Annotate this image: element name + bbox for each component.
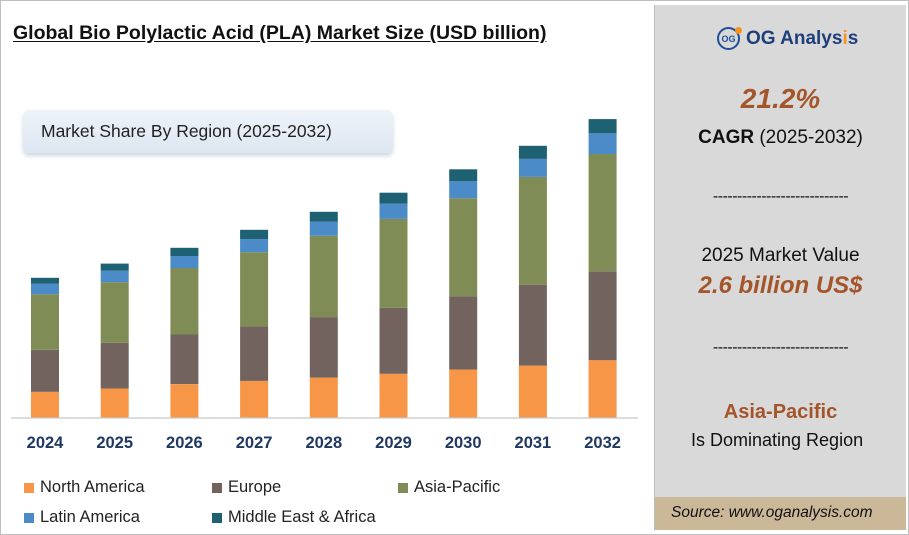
bar-2026-asia-pacific (170, 268, 199, 335)
x-tick-label-2032: 2032 (584, 434, 621, 452)
bar-2029-north-america (379, 373, 408, 418)
divider-2: ---------------------------- (712, 339, 849, 356)
bar-2025-latin-america (100, 270, 129, 283)
bars-group (31, 119, 617, 418)
bar-2027-north-america (240, 380, 269, 418)
legend-label: Middle East & Africa (228, 508, 376, 526)
subtitle-box: Market Share By Region (2025-2032) (23, 110, 393, 153)
bar-2027-europe (240, 326, 269, 381)
legend-swatch (24, 482, 34, 493)
cagr-value: 21.2% (740, 83, 821, 114)
bar-2031-europe (518, 284, 547, 366)
bar-2032-middle-east-africa (588, 119, 617, 134)
legend-swatch (212, 482, 222, 493)
bar-2024-asia-pacific (31, 294, 59, 350)
legend-item-europe: Europe (212, 478, 281, 497)
bar-2025-europe (100, 342, 129, 389)
bar-2032-latin-america (588, 133, 617, 154)
bar-2029-europe (379, 307, 408, 374)
x-tick-labels: 2024 2025 2026 2027 2028 2029 2030 2031 2032 (27, 434, 621, 452)
bar-2024-europe (31, 349, 59, 392)
legend-swatch (212, 512, 222, 523)
logo-text-main: OG Analys (746, 27, 843, 49)
bar-2028-europe (309, 317, 338, 378)
x-tick-label-2031: 2031 (515, 434, 552, 452)
x-tick-label-2025: 2025 (96, 434, 133, 452)
source-text: Source: www.oganalysis.com (671, 504, 873, 521)
legend-label: Latin America (40, 508, 140, 526)
bar-2030-latin-america (449, 181, 478, 199)
bar-2027-middle-east-africa (240, 229, 269, 240)
logo-text-end: s (847, 27, 859, 49)
legend-item-north-america: North America (24, 478, 145, 497)
bar-2031-latin-america (518, 158, 547, 177)
bar-2029-latin-america (379, 203, 408, 219)
cagr-period: (2025-2032) (754, 127, 863, 148)
legend-item-latin-america: Latin America (24, 508, 140, 527)
legend-label: Asia-Pacific (414, 478, 501, 496)
bar-2028-asia-pacific (309, 235, 338, 318)
chart-subtitle: Market Share By Region (2025-2032) (41, 121, 332, 141)
logo-text-accent: i (842, 27, 848, 49)
bar-2029-asia-pacific (379, 218, 408, 308)
bar-2032-europe (588, 271, 617, 361)
bar-2027-asia-pacific (240, 252, 269, 327)
bar-2031-north-america (518, 365, 547, 418)
chart-title: Global Bio Polylactic Acid (PLA) Market … (13, 22, 547, 44)
bar-2026-north-america (170, 384, 199, 418)
bar-2030-europe (449, 296, 478, 370)
bar-2024-north-america (31, 391, 59, 418)
bar-2030-asia-pacific (449, 198, 478, 297)
cagr-label: CAGR (2025-2032) (655, 127, 906, 149)
logo-circle-icon: OG (717, 27, 742, 50)
bar-2027-latin-america (240, 239, 269, 253)
market-value-label: 2025 Market Value (701, 245, 860, 266)
legend-item-asia-pacific: Asia-Pacific (398, 478, 500, 497)
bar-2030-middle-east-africa (449, 169, 478, 182)
bar-2029-middle-east-africa (379, 192, 408, 204)
bar-2026-latin-america (170, 256, 199, 268)
bar-2024-middle-east-africa (31, 277, 59, 284)
bar-2032-asia-pacific (588, 154, 617, 272)
logo-text: OG Analysis (746, 28, 858, 50)
stacked-bar-chart: 2024 2025 2026 2027 2028 2029 2030 2031 2032 (11, 119, 638, 452)
divider-1: ---------------------------- (712, 188, 849, 205)
source-bar: Source: www.oganalysis.com (655, 497, 906, 530)
x-tick-label-2030: 2030 (445, 434, 482, 452)
cagr-bold: CAGR (698, 127, 755, 148)
dominating-text: Is Dominating Region (691, 430, 864, 450)
market-value: 2.6 billion US$ (698, 272, 863, 299)
bar-2025-asia-pacific (100, 282, 129, 343)
legend-swatch (24, 512, 34, 523)
bar-2030-north-america (449, 369, 478, 418)
legend-item-middle-east-africa: Middle East & Africa (212, 508, 376, 527)
bar-2028-latin-america (309, 221, 338, 236)
bar-2028-north-america (309, 377, 338, 418)
legend-label: Europe (228, 478, 282, 496)
og-analysis-logo: OG OG Analysis (717, 27, 858, 50)
bar-2031-asia-pacific (518, 176, 547, 285)
dominating-region: Asia-Pacific (723, 401, 838, 423)
summary-panel: OG OG Analysis 21.2% CAGR (2025-2032) --… (654, 5, 906, 530)
legend-swatch (398, 482, 408, 493)
bar-2028-middle-east-africa (309, 211, 338, 222)
x-tick-label-2026: 2026 (166, 434, 203, 452)
x-tick-label-2029: 2029 (375, 434, 412, 452)
x-tick-label-2027: 2027 (236, 434, 273, 452)
x-tick-label-2028: 2028 (305, 434, 342, 452)
bar-2025-middle-east-africa (100, 263, 129, 271)
bar-2026-middle-east-africa (170, 247, 199, 256)
bar-2031-middle-east-africa (518, 145, 547, 159)
bar-2032-north-america (588, 360, 617, 418)
x-tick-label-2024: 2024 (27, 434, 65, 452)
bar-2026-europe (170, 334, 199, 385)
bar-2024-latin-america (31, 283, 59, 295)
legend-label: North America (40, 478, 145, 496)
bar-2025-north-america (100, 388, 129, 418)
